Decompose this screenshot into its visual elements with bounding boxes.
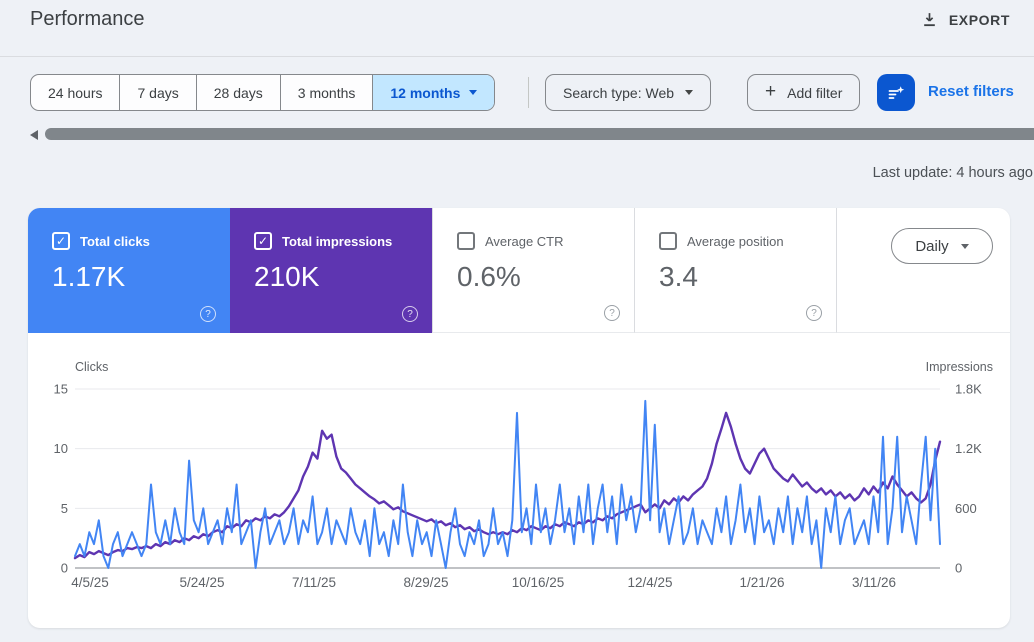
range-7-days[interactable]: 7 days	[120, 75, 197, 110]
metric-checkbox-row: Average position	[659, 232, 836, 250]
left-axis-tick: 0	[61, 561, 68, 576]
export-label: EXPORT	[948, 11, 1010, 28]
range-label: 7 days	[137, 84, 179, 101]
cards-spacer: Daily	[836, 208, 1010, 333]
last-update-text: Last update: 4 hours ago	[872, 165, 1033, 181]
scrollbar-thumb[interactable]	[45, 128, 1034, 140]
header-divider	[0, 56, 1034, 57]
x-axis-tick: 10/16/25	[512, 575, 565, 590]
checkbox-checked-icon[interactable]: ✓	[254, 232, 272, 250]
x-axis-tick: 1/21/26	[739, 575, 784, 590]
x-axis-tick: 3/11/26	[852, 575, 896, 590]
range-28-days[interactable]: 28 days	[197, 75, 281, 110]
x-axis-tick: 5/24/25	[179, 575, 224, 590]
download-icon	[921, 11, 938, 28]
range-label: 3 months	[297, 84, 356, 101]
right-axis-tick: 1.8K	[955, 382, 982, 397]
filter-divider	[528, 77, 529, 108]
right-axis-tick: 0	[955, 561, 962, 576]
range-label: 24 hours	[48, 84, 103, 101]
metric-label: Total clicks	[80, 233, 150, 249]
metric-checkbox-row: ✓ Total clicks	[52, 232, 230, 250]
impressions-axis-label: Impressions	[925, 360, 993, 374]
chevron-down-icon	[960, 243, 969, 249]
right-axis-tick: 1.2K	[955, 441, 982, 456]
metric-label: Average position	[687, 233, 784, 249]
scroll-left-arrow-icon[interactable]	[30, 130, 38, 140]
range-12-months[interactable]: 12 months	[373, 75, 495, 110]
page-title: Performance	[30, 8, 145, 30]
date-range-group: 24 hours 7 days 28 days 3 months 12 months	[30, 74, 496, 111]
compare-filter-button[interactable]	[877, 74, 915, 111]
left-axis-tick: 5	[61, 501, 68, 516]
help-icon[interactable]: ?	[604, 305, 620, 321]
range-3-months[interactable]: 3 months	[281, 75, 374, 110]
metric-card-total-clicks[interactable]: ✓ Total clicks 1.17K?	[28, 208, 230, 333]
metric-value: 1.17K	[52, 261, 126, 292]
metric-value: 3.4	[659, 261, 698, 292]
search-type-label: Search type: Web	[563, 84, 675, 101]
x-axis-tick: 8/29/25	[403, 575, 448, 590]
checkbox-unchecked-icon[interactable]	[659, 232, 677, 250]
metric-card-total-impressions[interactable]: ✓ Total impressions 210K?	[230, 208, 432, 333]
metric-label: Average CTR	[485, 233, 564, 249]
checkbox-unchecked-icon[interactable]	[457, 232, 475, 250]
metric-label: Total impressions	[282, 233, 393, 249]
reset-filters-link[interactable]: Reset filters	[928, 83, 1014, 100]
plus-icon: +	[765, 81, 777, 102]
metric-card-average-ctr[interactable]: Average CTR 0.6%?	[432, 208, 634, 333]
left-axis-tick: 15	[54, 382, 68, 397]
clicks-line	[74, 399, 941, 569]
interval-label: Daily	[915, 237, 949, 255]
metric-checkbox-row: Average CTR	[457, 232, 634, 250]
search-type-dropdown[interactable]: Search type: Web	[545, 74, 712, 111]
chevron-down-icon	[469, 90, 478, 95]
metrics-panel: ✓ Total clicks 1.17K? ✓ Total impressions 210…	[28, 208, 1010, 628]
x-axis-tick: 12/4/25	[627, 575, 672, 590]
chevron-down-icon	[685, 90, 694, 95]
left-axis-tick: 10	[54, 441, 68, 456]
right-axis-tick: 600	[955, 501, 977, 516]
interval-dropdown[interactable]: Daily	[891, 228, 993, 264]
filter-sparkle-icon	[886, 83, 906, 103]
metric-card-average-position[interactable]: Average position 3.4?	[634, 208, 836, 333]
add-filter-label: Add filter	[787, 84, 843, 101]
metric-cards-row: ✓ Total clicks 1.17K? ✓ Total impressions 210…	[28, 208, 1010, 333]
help-icon[interactable]: ?	[402, 306, 418, 322]
help-icon[interactable]: ?	[806, 305, 822, 321]
checkbox-checked-icon[interactable]: ✓	[52, 232, 70, 250]
export-button[interactable]: EXPORT	[921, 11, 1010, 28]
range-24-hours[interactable]: 24 hours	[31, 75, 121, 110]
x-axis-tick: 4/5/25	[71, 575, 109, 590]
clicks-axis-label: Clicks	[75, 360, 109, 374]
horizontal-scrollbar[interactable]	[28, 128, 1034, 141]
range-label: 12 months	[390, 84, 461, 101]
metric-value: 0.6%	[457, 261, 521, 292]
range-label: 28 days	[213, 84, 263, 101]
help-icon[interactable]: ?	[200, 306, 216, 322]
metric-value: 210K	[254, 261, 320, 292]
performance-chart: 0 0 5 600 10 1.2K 15 1.8K 4/5/25 5/24/25 7/11/25 8/…	[54, 382, 983, 591]
metric-checkbox-row: ✓ Total impressions	[254, 232, 432, 250]
add-filter-button[interactable]: + Add filter	[747, 74, 861, 111]
x-axis-tick: 7/11/25	[292, 575, 336, 590]
